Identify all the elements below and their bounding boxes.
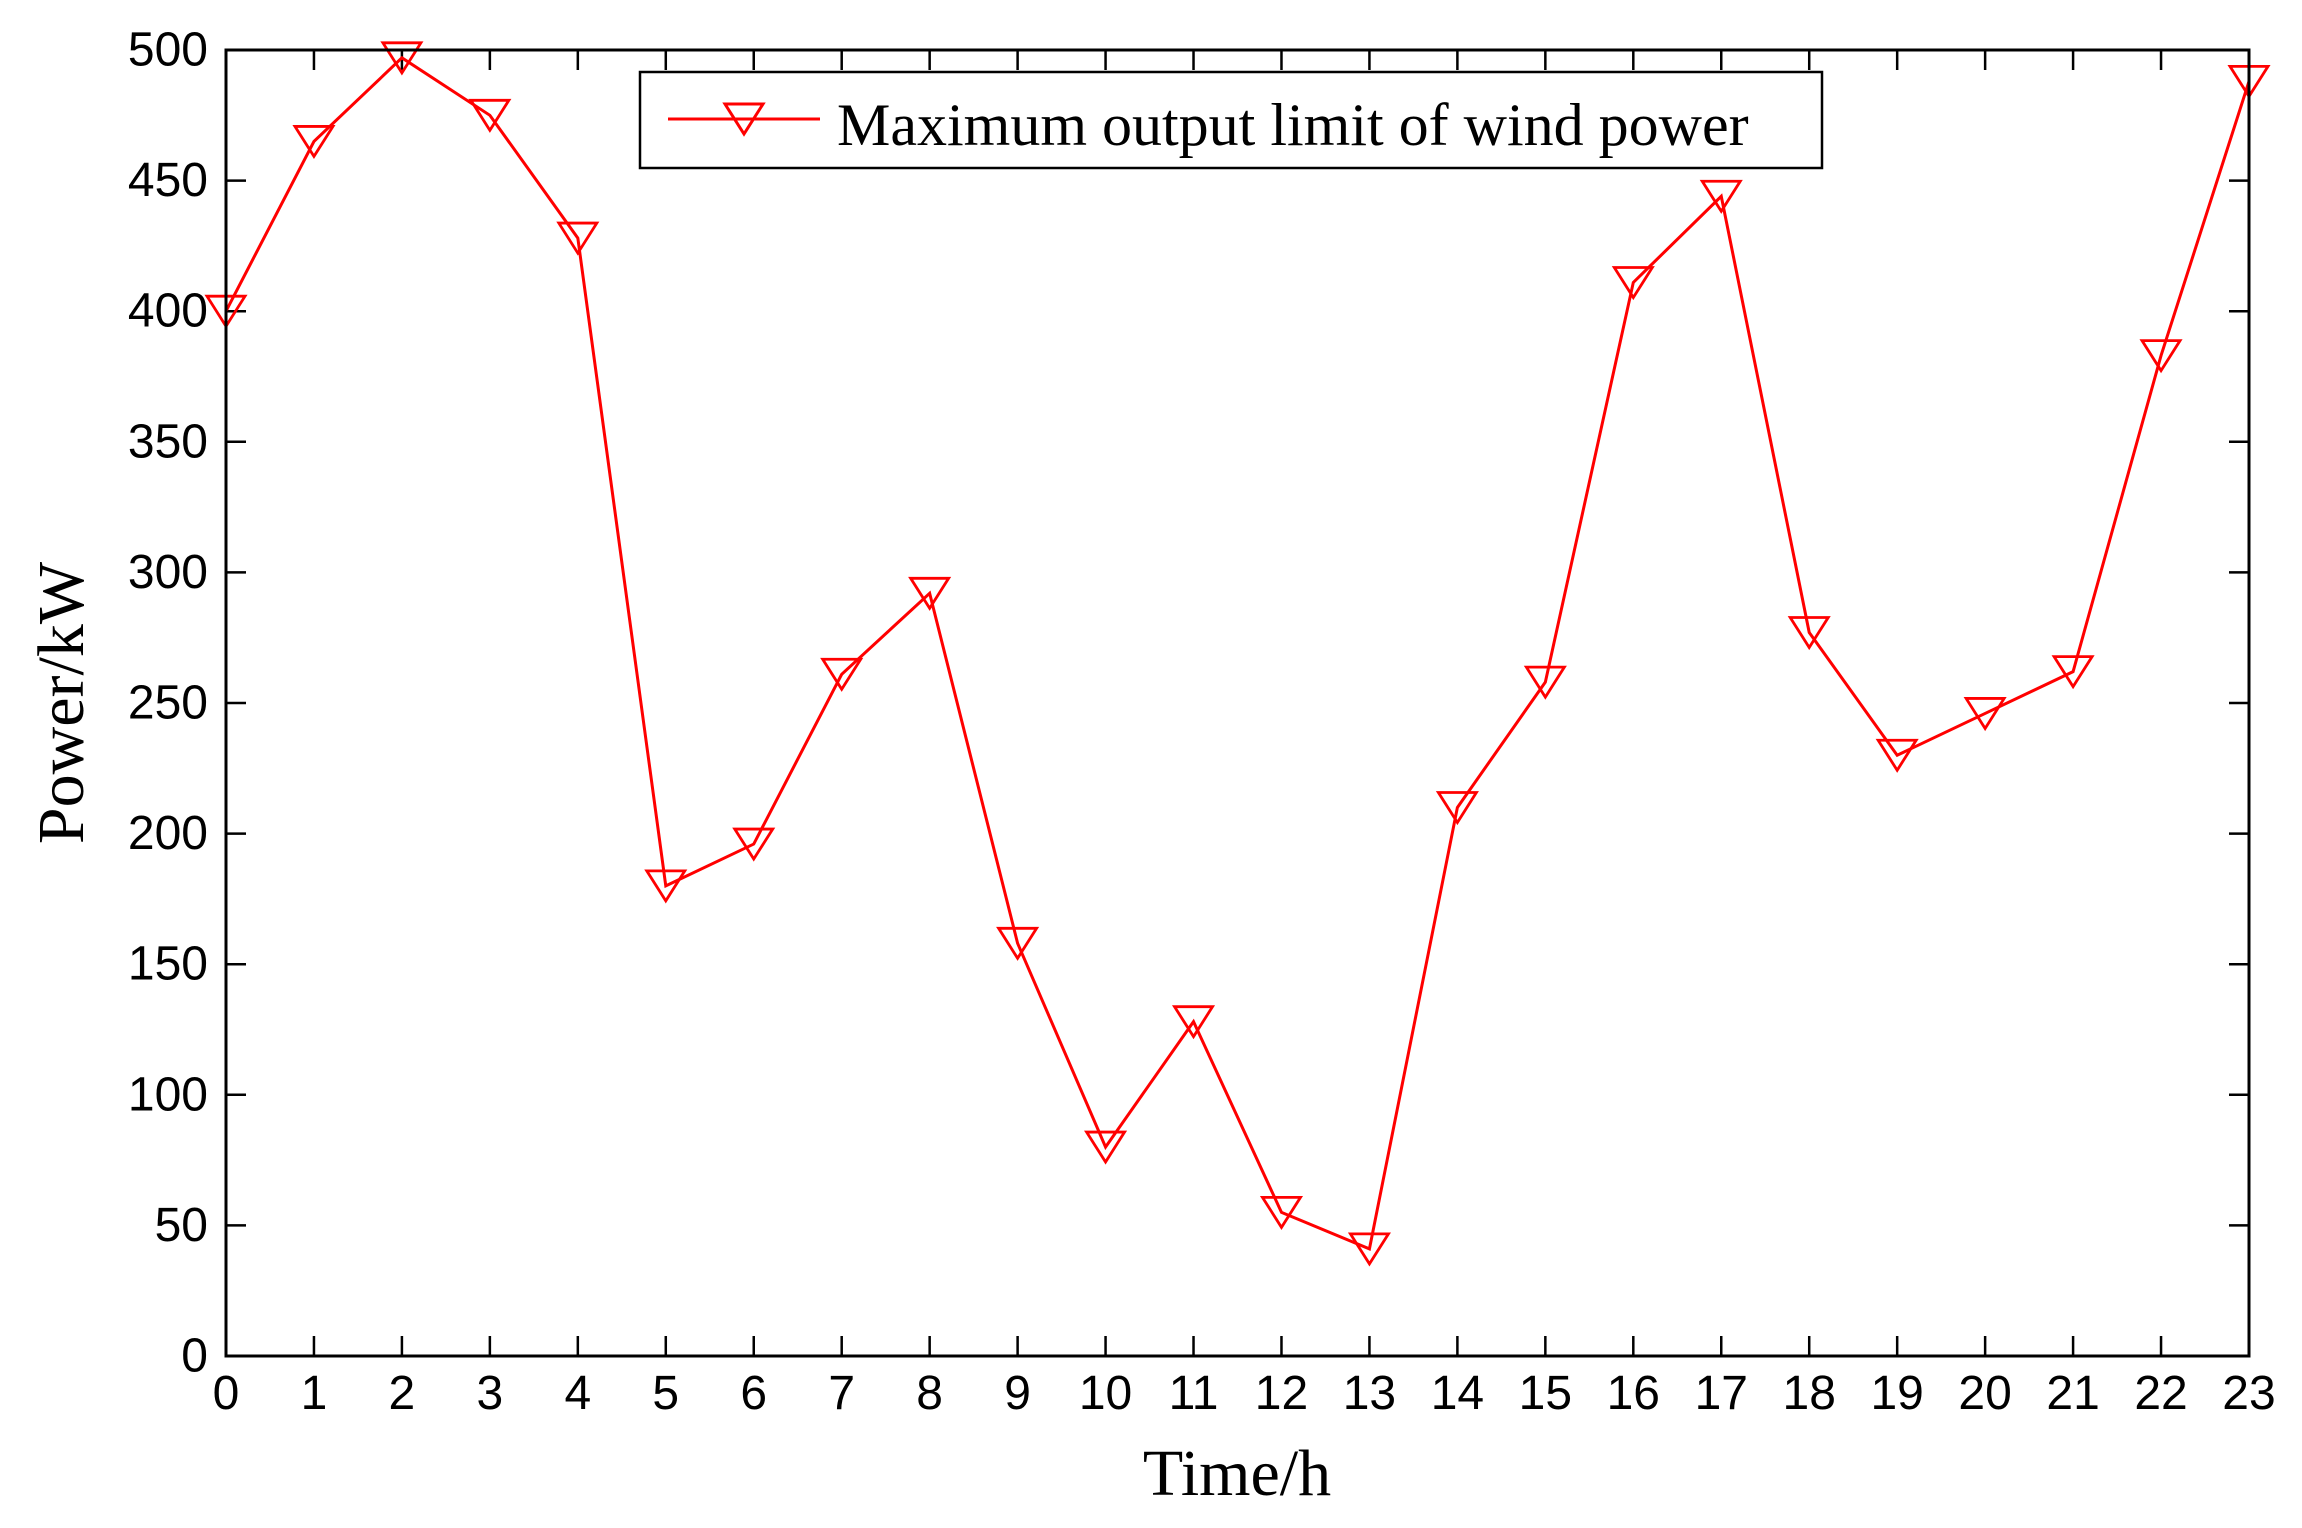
axis-ticks	[224, 48, 2251, 1358]
x-tick-label: 14	[1431, 1367, 1484, 1420]
y-axis-label: Power/kW	[25, 561, 98, 844]
x-tick-label: 7	[828, 1367, 855, 1420]
x-tick-label: 9	[1004, 1367, 1031, 1420]
y-tick-label: 500	[128, 24, 208, 77]
x-tick-label: 13	[1343, 1367, 1396, 1420]
triangle-down-icon	[722, 102, 766, 137]
data-point-marker	[1611, 266, 1655, 301]
x-tick-label: 2	[389, 1367, 416, 1420]
x-tick-label: 15	[1519, 1367, 1572, 1420]
x-tick-label: 21	[2046, 1367, 2099, 1420]
data-point-marker	[2051, 655, 2095, 690]
x-tick-label: 23	[2222, 1367, 2275, 1420]
data-point-marker	[644, 869, 688, 904]
data-point-marker	[556, 221, 600, 256]
data-point-marker	[1875, 738, 1919, 773]
x-tick-label: 20	[1958, 1367, 2011, 1420]
x-tick-label: 8	[916, 1367, 943, 1420]
x-tick-label: 6	[740, 1367, 767, 1420]
x-tick-label: 19	[1870, 1367, 1923, 1420]
data-point-marker	[1259, 1195, 1304, 1230]
legend: Maximum output limit of wind power	[638, 70, 1824, 170]
y-tick-label: 100	[128, 1068, 208, 1121]
plot-frame	[224, 48, 2251, 1358]
x-tick-label: 12	[1255, 1367, 1308, 1420]
data-point-marker	[1435, 791, 1479, 826]
y-tick-label: 400	[128, 285, 208, 338]
y-tick-label: 0	[181, 1330, 208, 1383]
x-axis-label: Time/h	[1143, 1437, 1331, 1510]
data-point-marker	[1699, 179, 1743, 214]
x-tick-label: 11	[1169, 1367, 1219, 1420]
data-point-marker	[1347, 1232, 1391, 1267]
data-point-marker	[732, 827, 776, 862]
data-point-marker	[292, 125, 336, 160]
data-point-marker	[996, 926, 1040, 961]
x-tick-label: 3	[477, 1367, 504, 1420]
x-tick-label: 10	[1079, 1367, 1132, 1420]
legend-entry-label: Maximum output limit of wind power	[837, 92, 1749, 158]
data-point-marker	[1084, 1130, 1128, 1165]
legend-box	[638, 70, 1824, 170]
x-tick-label: 22	[2134, 1367, 2187, 1420]
data-point-marker	[908, 576, 952, 611]
data-point-marker	[468, 98, 512, 133]
series-line	[224, 55, 2251, 1251]
x-tick-label: 0	[213, 1367, 240, 1420]
y-tick-label: 250	[128, 677, 208, 730]
data-point-marker	[2139, 339, 2183, 374]
series-group	[204, 41, 2271, 1267]
y-tick-label: 200	[128, 807, 208, 860]
x-tick-label: 5	[652, 1367, 679, 1420]
data-point-marker	[380, 41, 424, 76]
y-tick-label: 300	[128, 546, 208, 599]
data-point-marker	[1171, 1005, 1216, 1040]
data-point-marker	[820, 657, 864, 692]
y-tick-label: 450	[128, 154, 208, 207]
x-tick-label: 17	[1695, 1367, 1748, 1420]
x-tick-label: 18	[1783, 1367, 1836, 1420]
x-tick-label: 16	[1607, 1367, 1660, 1420]
y-tick-label: 50	[155, 1199, 208, 1252]
data-point-marker	[1963, 697, 2007, 732]
y-tick-label: 350	[128, 415, 208, 468]
x-tick-label: 4	[564, 1367, 591, 1420]
data-point-marker	[1787, 616, 1831, 651]
x-tick-label: 1	[301, 1367, 328, 1420]
axis-tick-labels: 0 1 2 3 4 5 6 7 8 9 10 11 12 13 14 15 16 17 18 19 20 21 22 2305…	[128, 24, 2276, 1421]
y-tick-label: 150	[128, 938, 208, 991]
data-point-marker	[1523, 665, 1567, 700]
